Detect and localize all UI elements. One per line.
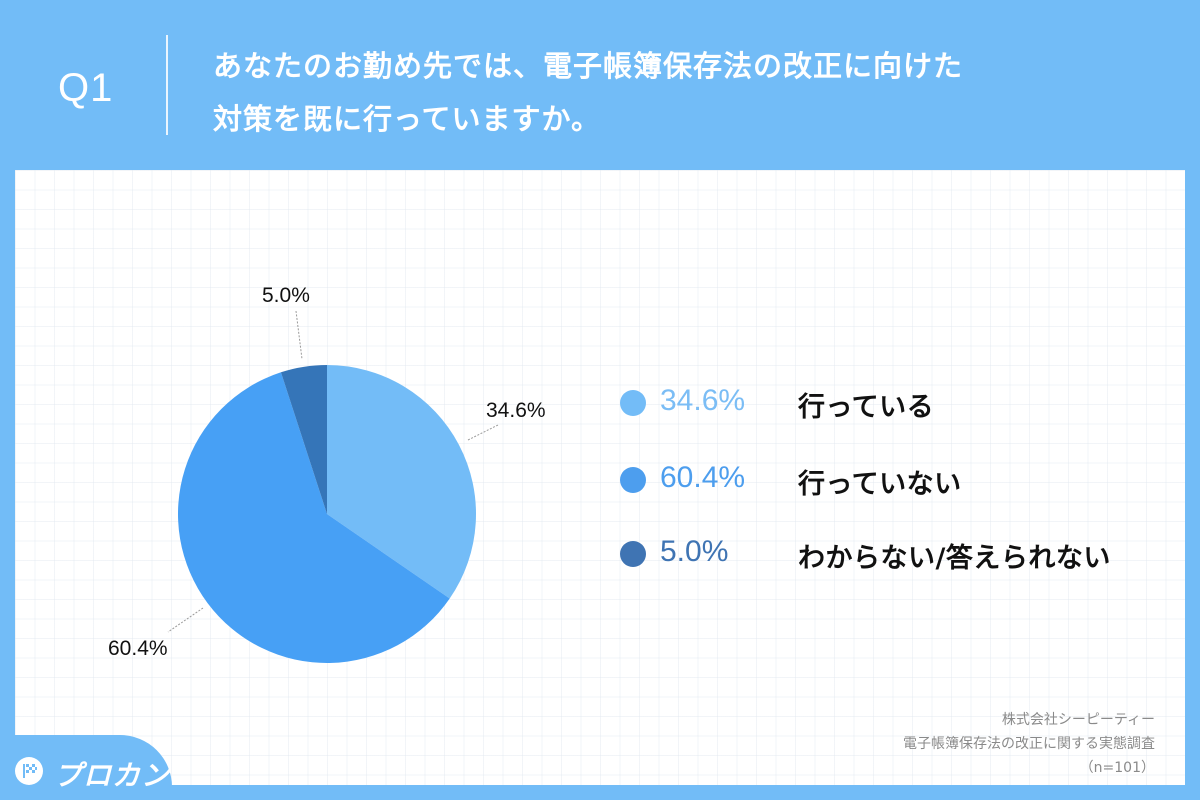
- slice-label-not-done: 60.4%: [108, 637, 168, 660]
- question-number: Q1: [58, 66, 114, 110]
- header-divider: [166, 35, 168, 135]
- brand-logo-text: プロカン: [54, 759, 171, 792]
- source-company: 株式会社シーピーティー: [1001, 712, 1155, 728]
- leader-line-done: [467, 424, 499, 441]
- pie-slice-unknown: [280, 365, 327, 514]
- question-title-line2: 対策を既に行っていますか。: [213, 102, 601, 136]
- legend-item-done: 34.6% 行っている: [620, 380, 1180, 426]
- legend-label: わからない/答えられない: [798, 543, 1111, 574]
- leader-line-unknown: [295, 310, 303, 360]
- slice-label-unknown: 5.0%: [262, 284, 310, 307]
- question-title: あなたのお勤め先では、電子帳簿保存法の改正に向けた 対策を既に行っていますか。: [213, 40, 1173, 146]
- source-survey: 電子帳簿保存法の改正に関する実態調査: [903, 736, 1155, 752]
- pie-slice-not-done: [177, 372, 450, 663]
- question-header: Q1 あなたのお勤め先では、電子帳簿保存法の改正に向けた 対策を既に行っています…: [0, 0, 1200, 170]
- legend-percent: 5.0%: [660, 535, 729, 568]
- source-sample-size: （n=101）: [1079, 760, 1155, 776]
- slice-label-done: 34.6%: [486, 399, 546, 422]
- source-note: 株式会社シーピーティー 電子帳簿保存法の改正に関する実態調査 （n=101）: [903, 708, 1155, 780]
- legend-dot-icon: [620, 390, 646, 416]
- legend-item-unknown: 5.0% わからない/答えられない: [620, 531, 1180, 577]
- legend-percent: 34.6%: [660, 384, 746, 417]
- pie-slices: [177, 365, 477, 663]
- legend-label: 行っていない: [798, 469, 962, 500]
- legend-item-not-done: 60.4% 行っていない: [620, 457, 1180, 503]
- legend-percent: 60.4%: [660, 461, 746, 494]
- question-title-line1: あなたのお勤め先では、電子帳簿保存法の改正に向けた: [213, 49, 964, 83]
- checkered-flag-logo-icon: [15, 757, 43, 785]
- legend-dot-icon: [620, 541, 646, 567]
- legend-dot-icon: [620, 467, 646, 493]
- pie-slice-done: [327, 365, 477, 599]
- leader-line-not-done: [167, 607, 204, 633]
- legend-label: 行っている: [798, 392, 935, 423]
